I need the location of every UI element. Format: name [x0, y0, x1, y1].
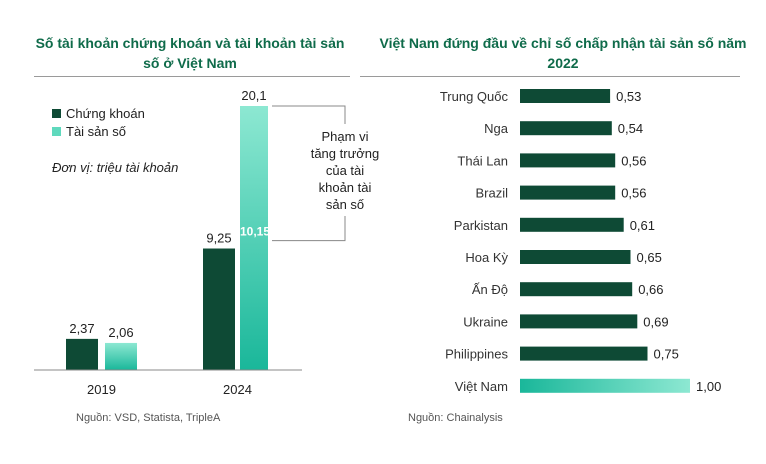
right-title-rule — [360, 76, 740, 77]
bar-9 — [520, 346, 648, 361]
value-label-10: 1,00 — [696, 379, 721, 394]
bar-2024-digital-assets — [240, 106, 268, 370]
left-chart-title: Số tài khoản chứng khoán và tài khoản tà… — [30, 33, 350, 73]
value-label-2024-digital-assets: 20,1 — [241, 88, 266, 103]
left-source: Nguồn: VSD, Statista, TripleA — [76, 412, 221, 424]
y-tick-7: Ấn Độ — [472, 282, 508, 297]
annotation-line-3: của tài — [326, 163, 364, 178]
left-title-line-1: Số tài khoản chứng khoán và tài khoản tà… — [35, 35, 345, 51]
bar-3 — [520, 153, 616, 168]
annotation-line-4: khoản tài — [319, 180, 372, 195]
bar-2019-securities — [66, 338, 98, 370]
bar-2 — [520, 121, 612, 136]
bar-5 — [520, 217, 624, 232]
legend-swatch-securities — [52, 109, 61, 118]
accounts-bar-chart: Chứng khoán Tài sản số Đơn vị: triệu tài k… — [34, 88, 380, 397]
right-title-line-1: Việt Nam đứng đầu về chỉ số chấp nhận tà… — [379, 35, 747, 51]
accounts-chart-panel: Số tài khoản chứng khoán và tài khoản tà… — [0, 0, 380, 464]
y-tick-5: Parkistan — [454, 218, 508, 233]
left-title-line-2: số ở Việt Nam — [143, 55, 237, 71]
bar-2019-digital-assets — [105, 342, 137, 370]
unit-note: Đơn vị: triệu tài khoản — [52, 160, 178, 175]
x-tick-2019: 2019 — [87, 382, 116, 397]
legend-label-securities: Chứng khoán — [66, 106, 145, 121]
value-label-2019-digital-assets: 2,06 — [108, 325, 133, 340]
y-tick-3: Thái Lan — [457, 153, 508, 168]
right-title-line-2: 2022 — [547, 55, 579, 71]
value-label-2024-securities: 9,25 — [206, 231, 231, 246]
adoption-chart-panel: Việt Nam đứng đầu về chỉ số chấp nhận tà… — [360, 0, 766, 464]
bar-2024-securities — [203, 248, 235, 370]
annotation-line-5: sản số — [326, 197, 364, 212]
y-tick-9: Philippines — [445, 347, 508, 362]
annotation-background — [300, 124, 380, 216]
value-label-5: 0,61 — [630, 218, 655, 233]
annotation-line-2: tăng trưởng — [311, 146, 380, 161]
y-tick-2: Nga — [484, 121, 509, 136]
value-label-4: 0,56 — [621, 186, 646, 201]
right-chart-title: Việt Nam đứng đầu về chỉ số chấp nhận tà… — [368, 33, 758, 73]
value-label-9: 0,75 — [654, 347, 679, 362]
y-tick-10: Việt Nam — [455, 379, 508, 394]
right-source: Nguồn: Chainalysis — [408, 412, 503, 424]
bar-8 — [520, 314, 638, 329]
annotation-line-1: Phạm vi — [322, 129, 369, 144]
value-label-8: 0,69 — [643, 314, 668, 329]
value-label-6: 0,65 — [637, 250, 662, 265]
bar-1 — [520, 89, 611, 103]
legend-swatch-digital-assets — [52, 127, 61, 136]
y-tick-8: Ukraine — [463, 314, 508, 329]
value-label-2019-securities: 2,37 — [69, 321, 94, 336]
growth-inner-label: 10,15 — [240, 225, 270, 239]
value-label-2: 0,54 — [618, 121, 643, 136]
value-label-3: 0,56 — [621, 153, 646, 168]
value-label-7: 0,66 — [638, 282, 663, 297]
bar-4 — [520, 185, 616, 200]
bar-10 — [520, 378, 690, 393]
y-tick-4: Brazil — [475, 186, 508, 201]
bar-6 — [520, 250, 631, 264]
y-tick-1: Trung Quốc — [440, 89, 509, 104]
adoption-bar-chart: Trung Quốc 0,53 Nga 0,54 Thái Lan 0,56 Brazil 0… — [440, 89, 721, 394]
left-title-rule — [34, 76, 350, 77]
legend-label-digital-assets: Tài sản số — [66, 124, 126, 139]
bar-7 — [520, 282, 633, 297]
x-tick-2024: 2024 — [223, 382, 252, 397]
value-label-1: 0,53 — [616, 89, 641, 104]
y-tick-6: Hoa Kỳ — [465, 250, 508, 265]
